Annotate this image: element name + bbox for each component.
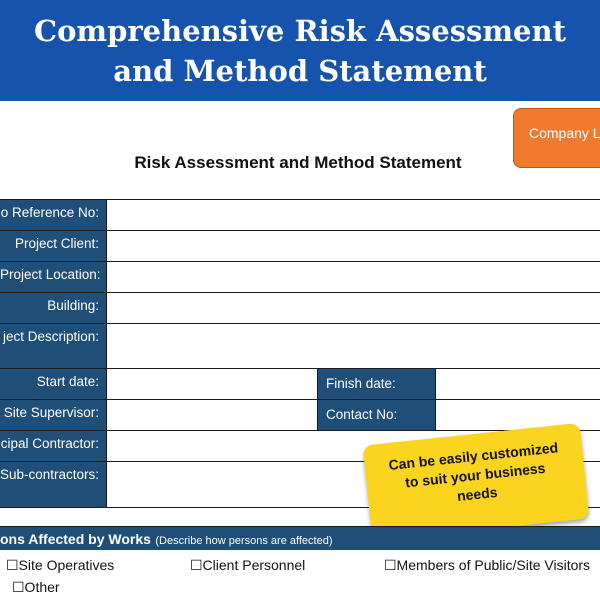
company-logo-label: Company L [529, 125, 600, 141]
field-label: Building: [0, 293, 107, 323]
field-label: Project Client: [0, 231, 107, 261]
form-row-reference: o Reference No: [0, 199, 600, 230]
building-field[interactable] [108, 293, 600, 323]
project-client-field[interactable] [108, 231, 600, 261]
banner-title-line-2: and Method Statement [113, 54, 487, 88]
form-row-supervisor: Site Supervisor: Contact No: [0, 399, 600, 430]
project-location-field[interactable] [108, 262, 600, 292]
document-title: Risk Assessment and Method Statement [134, 153, 462, 172]
field-label: Site Supervisor: [0, 400, 107, 430]
other-checkbox[interactable]: ☐Other [12, 579, 60, 595]
title-banner: Comprehensive Risk Assessment and Method… [0, 0, 600, 101]
field-label: ject Description: [0, 324, 107, 368]
form-row-client: Project Client: [0, 230, 600, 261]
field-label: Start date: [0, 369, 107, 399]
members-of-public-checkbox[interactable]: ☐Members of Public/Site Visitors [384, 557, 591, 573]
client-personnel-checkbox[interactable]: ☐Client Personnel [190, 557, 306, 573]
field-label: Project Location: [0, 262, 107, 292]
form-row-location: Project Location: [0, 261, 600, 292]
persons-affected-header: ons Affected by Works (Describe how pers… [0, 526, 600, 550]
form-row-description: ject Description: [0, 323, 600, 368]
field-label: Sub-contractors: [0, 462, 107, 507]
reference-no-field[interactable] [108, 200, 600, 230]
form-row-building: Building: [0, 292, 600, 323]
finish-date-label: Finish date: [317, 369, 436, 399]
company-logo-placeholder: Company L [513, 108, 600, 168]
persons-affected-heading: ons Affected by Works [0, 531, 151, 547]
project-description-field[interactable] [108, 324, 600, 368]
field-label: o Reference No: [0, 200, 107, 230]
persons-affected-note: (Describe how persons are affected) [155, 535, 333, 547]
field-label: cipal Contractor: [0, 431, 107, 461]
banner-title-line-1: Comprehensive Risk Assessment [34, 14, 566, 48]
contact-no-label: Contact No: [317, 400, 436, 430]
form-row-dates: Start date: Finish date: [0, 368, 600, 399]
form-bottom-border [0, 507, 600, 508]
site-operatives-checkbox[interactable]: ☐Site Operatives [6, 557, 115, 573]
